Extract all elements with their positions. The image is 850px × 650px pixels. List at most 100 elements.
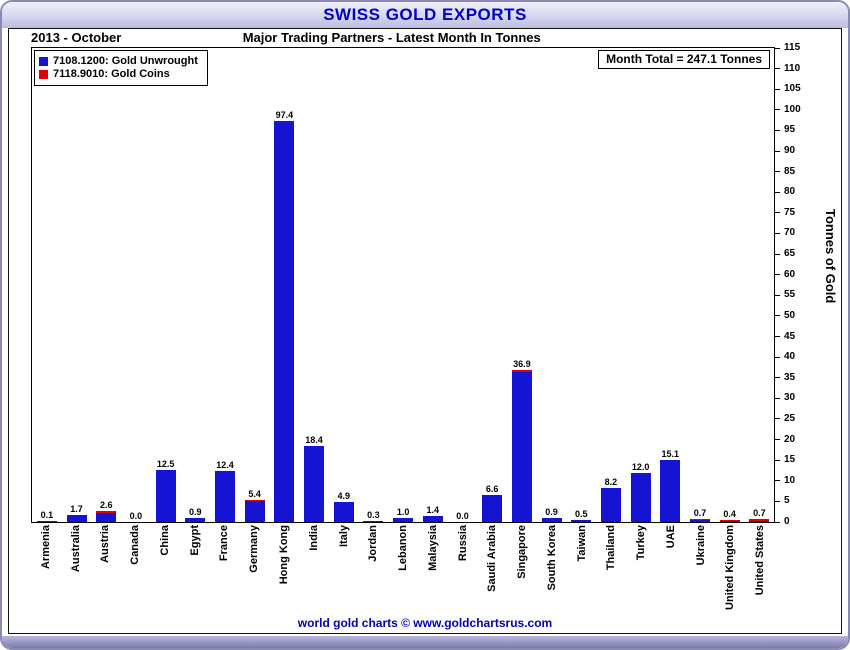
- y-tick-mark: [775, 129, 780, 131]
- category-slot: Saudi Arabia: [477, 525, 507, 592]
- y-tick-label: 30: [784, 392, 796, 404]
- coins-segment: [244, 500, 265, 501]
- bar: [422, 516, 443, 522]
- bar-slot: 36.9: [507, 48, 537, 522]
- bar-slot: 12.0: [626, 48, 656, 522]
- unwrought-segment: [719, 521, 740, 522]
- y-tick-label: 15: [784, 454, 796, 466]
- bar-value-label: 0.7: [753, 508, 766, 518]
- category-label: Germany: [248, 525, 261, 573]
- category-slot: Taiwan: [567, 525, 597, 561]
- unwrought-segment: [214, 471, 235, 522]
- category-slot: South Korea: [537, 525, 567, 590]
- bar-value-label: 15.1: [661, 449, 680, 459]
- y-tick-mark: [775, 47, 780, 49]
- category-label: Egypt: [188, 525, 201, 556]
- bar-slot: 0.9: [537, 48, 567, 522]
- bar: [333, 502, 354, 522]
- coins-segment: [719, 520, 740, 521]
- y-tick-label: 0: [784, 516, 790, 527]
- y-tick-label: 5: [784, 495, 790, 507]
- bar: [66, 515, 87, 522]
- unwrought-segment: [244, 501, 265, 522]
- bottom-bar: [2, 636, 848, 648]
- category-label: Ukraine: [694, 525, 707, 566]
- unwrought-segment: [333, 502, 354, 522]
- bar-slot: 6.6: [477, 48, 507, 522]
- category-label: Saudi Arabia: [486, 525, 499, 592]
- category-slot: Russia: [448, 525, 478, 561]
- bar-slot: 0.5: [566, 48, 596, 522]
- bar-value-label: 97.4: [275, 110, 294, 120]
- bar-value-label: 2.6: [99, 500, 113, 510]
- y-tick-mark: [775, 418, 780, 420]
- bar-value-label: 1.7: [70, 504, 83, 514]
- bar: [689, 519, 710, 522]
- y-tick-mark: [775, 88, 780, 90]
- bar-slot: 0.7: [685, 48, 715, 522]
- bar-slot: 0.0: [121, 48, 151, 522]
- category-slot: Hong Kong: [269, 525, 299, 584]
- bar: [304, 446, 325, 522]
- bar: [214, 471, 235, 522]
- y-axis: 0 5 10 15 20 25 30 35 40 45 50 55 60 65 70 75 80 85 90 95 10…: [775, 43, 819, 527]
- bar-slot: 0.1: [32, 48, 62, 522]
- chart-subtitle: Major Trading Partners - Latest Month In…: [242, 30, 541, 45]
- bar: [660, 460, 681, 522]
- bar: [244, 500, 265, 522]
- y-tick-label: 80: [784, 186, 796, 198]
- y-tick-mark: [775, 274, 780, 276]
- bar: [393, 518, 414, 522]
- bar-value-label: 0.9: [545, 507, 558, 517]
- coins-swatch-icon: [39, 69, 48, 79]
- category-label: Jordan: [367, 525, 380, 562]
- bar: [600, 488, 621, 522]
- y-tick-label: 10: [784, 474, 796, 486]
- bar-slot: 4.9: [329, 48, 359, 522]
- category-label: Singapore: [516, 525, 529, 579]
- bar-slot: 0.9: [180, 48, 210, 522]
- plot-area: 7108.1200: Gold Unwrought 7118.9010: Gol…: [31, 47, 775, 523]
- legend-label-coins: 7118.9010: Gold Coins: [53, 68, 170, 80]
- category-slot: Egypt: [180, 525, 210, 556]
- unwrought-segment: [155, 470, 176, 522]
- unwrought-segment: [511, 372, 532, 522]
- y-axis-title: Tonnes of Gold: [823, 209, 838, 304]
- bar-slot: 5.4: [240, 48, 270, 522]
- y-tick-mark: [775, 336, 780, 338]
- y-tick-label: 75: [784, 206, 796, 218]
- page-title: SWISS GOLD EXPORTS: [323, 5, 527, 24]
- y-tick-mark: [775, 171, 780, 173]
- period-label: 2013 - October: [31, 30, 122, 45]
- bar-value-label: 5.4: [248, 489, 261, 499]
- bar-value-label: 12.0: [631, 462, 650, 472]
- y-tick-label: 55: [784, 289, 796, 301]
- category-label: Italy: [337, 525, 350, 548]
- category-label: Armenia: [39, 525, 52, 570]
- unwrought-segment: [66, 515, 87, 522]
- bar-value-label: 1.0: [396, 507, 410, 517]
- category-label: Malaysia: [426, 525, 439, 571]
- y-tick-mark: [775, 459, 780, 461]
- coins-segment: [689, 519, 710, 520]
- unwrought-swatch-icon: [39, 56, 48, 66]
- unwrought-segment: [363, 521, 384, 522]
- y-tick-mark: [775, 480, 780, 482]
- unwrought-segment: [571, 520, 592, 522]
- bar-value-label: 0.1: [40, 510, 54, 520]
- y-tick-label: 40: [784, 351, 796, 363]
- category-slot: India: [299, 525, 329, 551]
- bar-slot: 12.4: [210, 48, 240, 522]
- bar-slot: 0.7: [745, 48, 775, 522]
- category-label: India: [307, 525, 320, 551]
- bar-slot: 0.3: [359, 48, 389, 522]
- category-slot: Canada: [120, 525, 150, 565]
- y-tick-mark: [775, 521, 780, 523]
- unwrought-segment: [630, 473, 651, 522]
- bar-value-label: 6.6: [485, 484, 499, 494]
- y-tick-mark: [775, 356, 780, 358]
- category-slot: Turkey: [626, 525, 656, 560]
- unwrought-segment: [185, 518, 206, 522]
- y-tick-label: 50: [784, 309, 796, 321]
- bar-slot: 12.5: [151, 48, 181, 522]
